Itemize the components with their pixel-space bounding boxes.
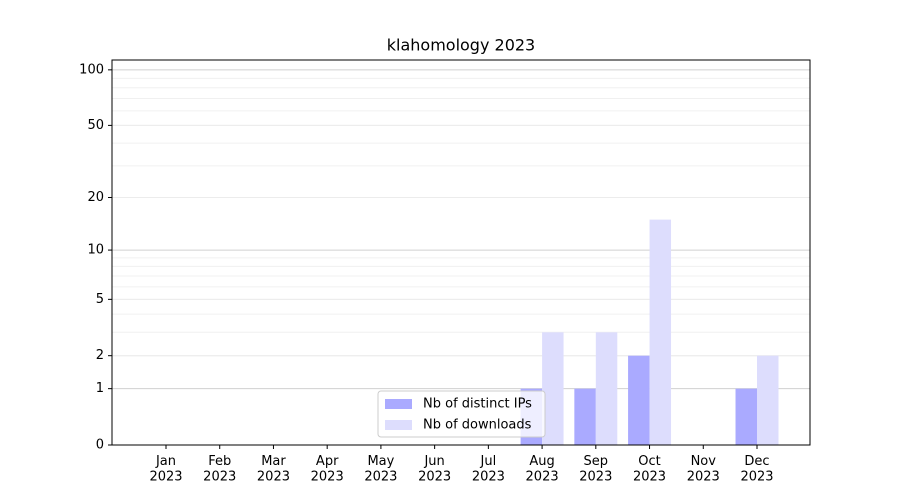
- legend-box: [377, 390, 546, 438]
- x-tick-label: Nov 2023: [687, 454, 720, 485]
- x-tick-label: Sep 2023: [579, 454, 612, 485]
- bar: [628, 355, 650, 445]
- y-tick-label: 50: [87, 118, 104, 133]
- y-tick-label: 20: [87, 190, 104, 205]
- legend-label: Nb of downloads: [423, 418, 532, 433]
- x-tick-label: Oct 2023: [633, 454, 666, 485]
- y-tick-label: 5: [96, 292, 104, 307]
- legend-label: Nb of distinct IPs: [423, 397, 532, 412]
- y-tick-label: 100: [79, 62, 104, 77]
- x-tick-label: Mar 2023: [257, 454, 290, 485]
- x-tick-label: Dec 2023: [740, 454, 773, 485]
- y-tick-label: 10: [87, 243, 104, 258]
- y-tick-label: 1: [96, 381, 104, 396]
- bar: [735, 388, 757, 445]
- plot-frame: [111, 59, 811, 446]
- bar: [649, 219, 672, 445]
- x-tick-label: Jul 2023: [472, 454, 505, 485]
- bar: [542, 332, 564, 445]
- x-tick-label: Jun 2023: [418, 454, 451, 485]
- x-tick-label: Jan 2023: [149, 454, 182, 485]
- legend-swatch: [385, 399, 412, 409]
- y-tick-label: 0: [96, 438, 104, 453]
- legend-swatch: [385, 420, 412, 430]
- y-tick-label: 2: [96, 348, 104, 363]
- chart-title: klahomology 2023: [387, 36, 535, 55]
- legend: Nb of distinct IPs Nb of downloads: [377, 390, 546, 438]
- x-tick-label: Apr 2023: [311, 454, 344, 485]
- x-tick-label: May 2023: [364, 454, 397, 485]
- bar: [757, 355, 779, 445]
- bar: [595, 332, 618, 445]
- bar: [574, 388, 596, 445]
- x-tick-label: Feb 2023: [203, 454, 236, 485]
- x-tick-label: Aug 2023: [526, 454, 559, 485]
